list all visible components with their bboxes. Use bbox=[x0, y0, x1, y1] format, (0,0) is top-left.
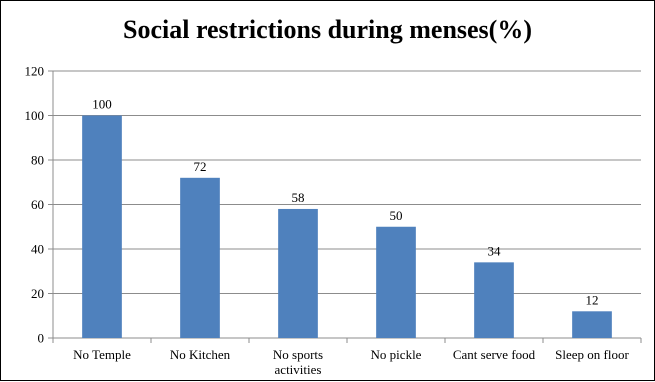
data-label: 34 bbox=[488, 243, 502, 258]
y-tick-label: 120 bbox=[25, 64, 45, 79]
x-category-label: No Kitchen bbox=[170, 347, 231, 362]
bar bbox=[82, 115, 122, 338]
data-label: 100 bbox=[92, 97, 112, 112]
y-tick-label: 20 bbox=[31, 286, 44, 301]
bar bbox=[376, 226, 416, 338]
data-label: 50 bbox=[390, 208, 403, 223]
y-tick-label: 80 bbox=[31, 153, 44, 168]
x-category-label: No Temple bbox=[73, 347, 131, 362]
bar bbox=[180, 177, 220, 338]
data-label: 12 bbox=[586, 292, 599, 307]
y-tick-label: 100 bbox=[25, 108, 45, 123]
x-category-label: Sleep on floor bbox=[555, 347, 629, 362]
bar bbox=[278, 208, 318, 338]
data-label: 58 bbox=[292, 190, 305, 205]
y-tick-label: 60 bbox=[31, 197, 44, 212]
x-category-label: activities bbox=[275, 362, 322, 377]
bar bbox=[474, 262, 514, 338]
x-category-label: Cant serve food bbox=[453, 347, 536, 362]
y-tick-label: 40 bbox=[31, 242, 44, 257]
chart-title: Social restrictions during menses(%) bbox=[123, 15, 532, 44]
x-category-label: No pickle bbox=[371, 347, 422, 362]
x-category-label: No sports bbox=[273, 347, 323, 362]
y-tick-label: 0 bbox=[38, 331, 45, 346]
data-label: 72 bbox=[194, 159, 207, 174]
bar bbox=[572, 311, 612, 338]
